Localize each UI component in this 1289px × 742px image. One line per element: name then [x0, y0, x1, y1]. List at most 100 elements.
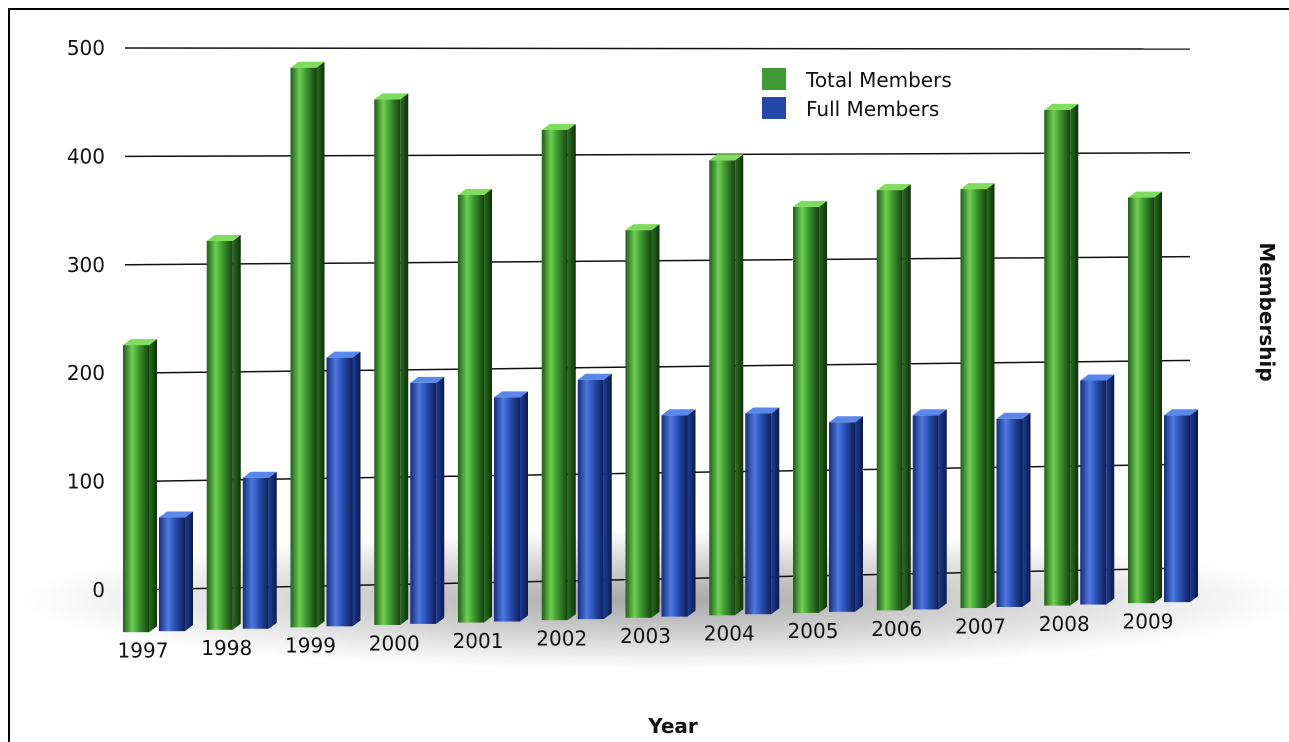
- y-tick-100: 100: [67, 470, 105, 494]
- total-bar-1999: [290, 67, 317, 628]
- total-bar-1998-top: [206, 235, 241, 242]
- full-bar-2001-side: [520, 391, 528, 622]
- total-bar-2001-top: [458, 188, 492, 195]
- full-bar-2003: [661, 415, 688, 617]
- total-bar-2009: [1128, 197, 1154, 604]
- legend-label-total: Total Members: [805, 68, 952, 92]
- gridline-400: [124, 152, 1191, 158]
- full-bar-2000: [410, 382, 437, 624]
- full-bar-1998-side: [268, 471, 277, 629]
- full-bar-2008: [1080, 380, 1107, 605]
- total-bar-1999-top: [290, 61, 325, 68]
- full-bar-2005-top: [829, 416, 863, 423]
- full-bar-2009-top: [1164, 409, 1198, 416]
- total-bar-2009-side: [1154, 191, 1162, 604]
- full-bar-2005-side: [855, 416, 863, 612]
- y-tick-400: 400: [67, 144, 105, 168]
- full-bar-1998: [242, 477, 269, 629]
- x-tick-2002: 2002: [536, 626, 587, 650]
- full-bar-2004-side: [771, 407, 780, 615]
- x-tick-1998: 1998: [201, 636, 252, 660]
- total-bar-2004: [709, 160, 736, 616]
- gridline-500: [124, 47, 1191, 50]
- total-bar-2007: [960, 189, 987, 609]
- full-bar-1997: [159, 517, 185, 632]
- total-bar-2006-side: [902, 184, 911, 611]
- full-bar-2000-side: [436, 376, 445, 624]
- full-bar-2002: [577, 379, 604, 620]
- full-bar-2002-top: [577, 373, 612, 380]
- full-bar-2003-side: [687, 409, 696, 617]
- x-tick-2000: 2000: [369, 631, 420, 655]
- legend-label-full: Full Members: [806, 97, 939, 121]
- total-bar-1998-side: [232, 235, 241, 630]
- total-bar-2000-top: [374, 93, 409, 100]
- total-bar-2004-top: [709, 154, 744, 161]
- total-bar-2003-top: [625, 224, 660, 231]
- full-bar-2000-top: [410, 376, 445, 383]
- full-bar-2003-top: [661, 409, 696, 416]
- total-bar-2007-top: [960, 183, 995, 190]
- full-bar-1998-top: [242, 471, 277, 478]
- total-bar-1998: [206, 241, 233, 630]
- full-bar-2006-side: [938, 409, 947, 610]
- x-tick-2007: 2007: [955, 614, 1006, 638]
- x-tick-2004: 2004: [704, 622, 755, 646]
- y-tick-200: 200: [67, 361, 105, 385]
- total-bar-2007-side: [986, 183, 995, 609]
- x-tick-labels: 1997 1998 1999 2000 2001 2002 2003 2004 2005 2006…: [118, 610, 1174, 663]
- full-bar-2008-side: [1106, 374, 1115, 605]
- legend-swatch-total: [762, 68, 786, 90]
- y-tick-0: 0: [92, 578, 105, 602]
- total-bar-2008-side: [1070, 103, 1079, 606]
- y-tick-500: 500: [67, 36, 105, 60]
- x-tick-1997: 1997: [118, 639, 169, 663]
- full-bar-2007-side: [1022, 412, 1031, 607]
- total-bar-1997-side: [149, 339, 157, 633]
- full-bar-2001-top: [494, 391, 528, 398]
- full-bar-2007-top: [996, 412, 1031, 419]
- total-bar-2005-side: [819, 200, 827, 613]
- total-bar-1997: [123, 345, 149, 633]
- total-bar-1999-side: [316, 61, 325, 628]
- full-bar-2005: [829, 422, 855, 612]
- total-bar-2008: [1044, 109, 1071, 606]
- full-bar-1999-side: [352, 351, 361, 627]
- total-bar-2002: [541, 130, 568, 621]
- y-tick-300: 300: [67, 253, 105, 277]
- x-tick-2009: 2009: [1123, 610, 1174, 634]
- full-bar-1999-top: [326, 351, 361, 358]
- full-bar-2009: [1164, 415, 1190, 603]
- total-bar-2008-top: [1044, 103, 1079, 110]
- total-bar-2005-top: [793, 200, 827, 207]
- full-bar-2007: [996, 418, 1023, 607]
- full-bar-2008-top: [1080, 374, 1115, 381]
- full-bar-2002-side: [603, 373, 612, 620]
- x-tick-2008: 2008: [1039, 612, 1090, 636]
- total-bar-2003: [625, 230, 652, 618]
- full-bar-1999: [326, 357, 353, 627]
- x-tick-2001: 2001: [453, 629, 504, 653]
- chart-frame: [8, 8, 1289, 742]
- full-bar-2006-top: [912, 409, 947, 416]
- total-bar-2006-top: [876, 184, 911, 191]
- total-bar-2004-side: [735, 154, 744, 616]
- full-bar-2009-side: [1190, 409, 1198, 603]
- full-bar-2004: [745, 413, 772, 615]
- legend-swatch-full: [762, 97, 786, 119]
- y-tick-labels: 0 100 200 300 400 500: [67, 36, 105, 602]
- total-bar-2003-side: [651, 224, 660, 618]
- full-bar-2001: [494, 397, 520, 622]
- full-bar-2004-top: [745, 407, 780, 414]
- total-bar-2002-side: [567, 124, 576, 621]
- total-bar-2005: [793, 206, 819, 613]
- total-bar-2006: [876, 190, 903, 611]
- x-tick-2003: 2003: [620, 624, 671, 648]
- full-bar-1997-side: [185, 511, 193, 632]
- x-axis-title: Year: [647, 714, 698, 738]
- full-bar-1997-top: [159, 511, 193, 518]
- y-axis-title: Membership: [1255, 242, 1279, 381]
- total-bar-2009-top: [1128, 191, 1162, 198]
- bars: [123, 61, 1198, 633]
